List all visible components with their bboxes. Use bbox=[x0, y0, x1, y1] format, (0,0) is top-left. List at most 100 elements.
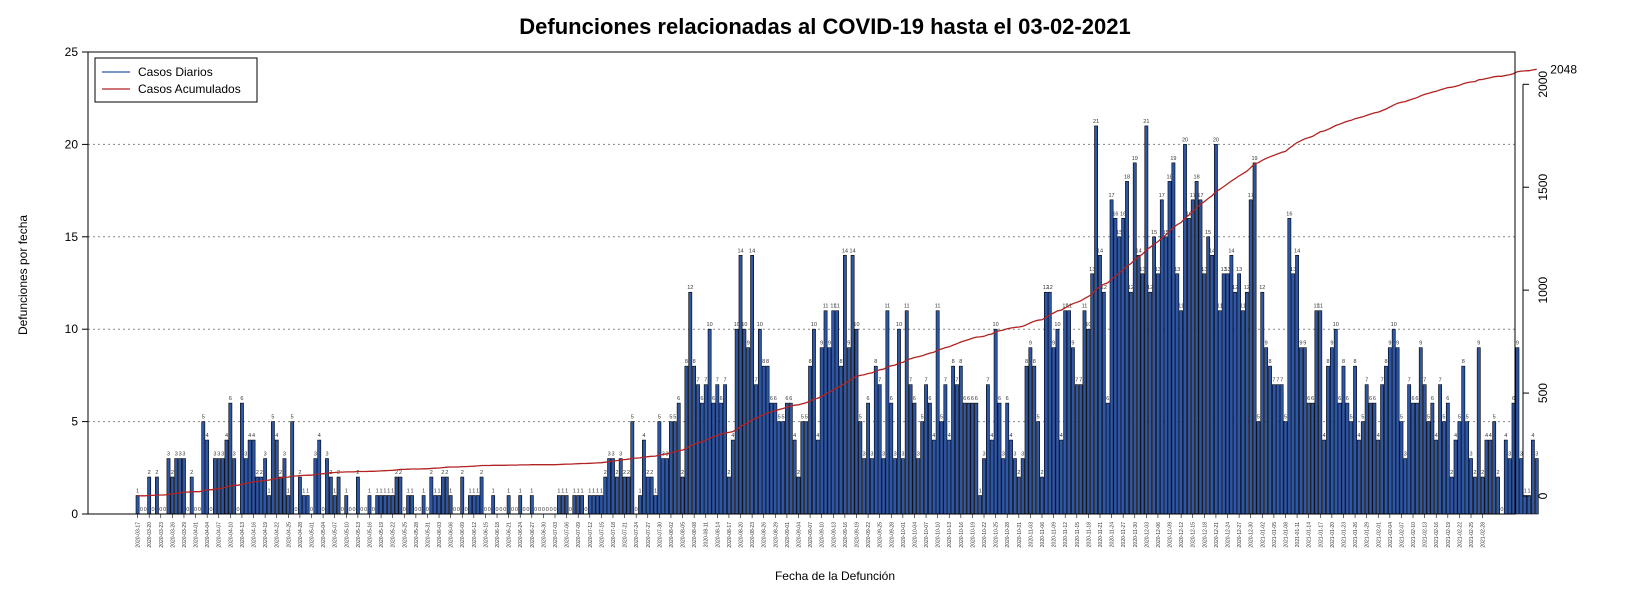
bar bbox=[1387, 347, 1392, 515]
bar-value-label: 13 bbox=[1139, 267, 1145, 273]
bar bbox=[386, 495, 391, 515]
bar bbox=[870, 458, 874, 515]
bar-value-label: 3 bbox=[870, 452, 873, 458]
x-tick-label: 2020-11-24 bbox=[1110, 522, 1116, 547]
bar-value-label: 7 bbox=[909, 378, 912, 384]
x-tick-label: 2021-02-28 bbox=[1481, 522, 1487, 548]
x-tick-label: 2021-01-29 bbox=[1365, 522, 1371, 548]
bar-value-label: 2 bbox=[650, 470, 653, 476]
bar-value-label: 14 bbox=[1097, 248, 1103, 254]
bar bbox=[904, 310, 909, 515]
bar bbox=[1125, 181, 1129, 515]
bar bbox=[1260, 291, 1265, 515]
bar-value-label: 14 bbox=[1228, 248, 1234, 254]
bar-value-label: 0 bbox=[159, 507, 162, 513]
bar-value-label: 2 bbox=[445, 470, 448, 476]
bar-value-label: 0 bbox=[140, 507, 143, 513]
bar-value-label: 11 bbox=[1240, 304, 1246, 310]
bar-value-label: 0 bbox=[341, 507, 344, 513]
bar bbox=[1090, 273, 1095, 515]
x-tick-label: 2020-04-25 bbox=[286, 522, 292, 548]
bar-value-label: 13 bbox=[1236, 267, 1242, 273]
bar-value-label: 3 bbox=[982, 452, 985, 458]
bar-value-label: 3 bbox=[1520, 452, 1523, 458]
bar-value-label: 7 bbox=[1439, 378, 1442, 384]
x-tick-label: 2020-05-10 bbox=[344, 522, 350, 548]
bar bbox=[1059, 439, 1064, 515]
bar-value-label: 2 bbox=[623, 470, 626, 476]
bar-value-label: 14 bbox=[850, 248, 856, 254]
bar-value-label: 14 bbox=[842, 248, 848, 254]
bar bbox=[390, 495, 395, 515]
bar bbox=[1233, 291, 1238, 515]
bar bbox=[939, 421, 944, 515]
x-tick-label: 2020-08-05 bbox=[681, 522, 687, 548]
bar bbox=[356, 476, 360, 515]
bar bbox=[669, 421, 673, 515]
x-tick-label: 2020-11-15 bbox=[1075, 522, 1081, 547]
bar bbox=[1244, 291, 1249, 515]
bar-value-label: 1 bbox=[136, 489, 139, 495]
bar-value-label: 11 bbox=[1317, 304, 1323, 310]
bar-value-label: 17 bbox=[1190, 193, 1196, 199]
bar bbox=[441, 476, 445, 515]
bar-value-label: 15 bbox=[1116, 230, 1122, 236]
bar bbox=[858, 421, 863, 515]
bar-value-label: 13 bbox=[1201, 267, 1207, 273]
bar-value-label: 0 bbox=[426, 507, 429, 513]
bar-value-label: 5 bbox=[1361, 415, 1364, 421]
bar bbox=[854, 328, 859, 515]
bar-value-label: 15 bbox=[1151, 230, 1157, 236]
bar-value-label: 3 bbox=[314, 452, 317, 458]
bar-value-label: 1 bbox=[306, 489, 309, 495]
bar bbox=[819, 347, 824, 515]
bar-value-label: 4 bbox=[1485, 433, 1488, 439]
bar bbox=[556, 495, 561, 515]
x-tick-label: 2020-12-18 bbox=[1202, 522, 1208, 548]
bar bbox=[1055, 328, 1060, 515]
bar-value-label: 0 bbox=[499, 507, 502, 513]
bar bbox=[804, 421, 809, 515]
bar-value-label: 6 bbox=[229, 396, 232, 402]
bar bbox=[375, 495, 380, 515]
bar-value-label: 1 bbox=[1524, 489, 1527, 495]
bar bbox=[839, 365, 843, 515]
bar bbox=[135, 495, 140, 515]
bar-value-label: 2 bbox=[1481, 470, 1484, 476]
bar-value-label: 0 bbox=[418, 507, 421, 513]
bar bbox=[529, 495, 534, 515]
bar bbox=[213, 458, 217, 515]
bar-value-label: 6 bbox=[712, 396, 715, 402]
bar-value-label: 4 bbox=[932, 433, 935, 439]
bar bbox=[1109, 199, 1114, 515]
bar bbox=[1279, 384, 1284, 515]
bar bbox=[989, 439, 994, 515]
bar bbox=[178, 458, 182, 515]
bar bbox=[1272, 384, 1276, 515]
bar-value-label: 11 bbox=[1217, 304, 1223, 310]
bar-value-label: 0 bbox=[310, 507, 313, 513]
bar bbox=[1183, 144, 1187, 515]
bar-value-label: 7 bbox=[1280, 378, 1283, 384]
bar-value-label: 0 bbox=[511, 507, 514, 513]
bar-value-label: 1 bbox=[573, 489, 576, 495]
bar-value-label: 9 bbox=[1303, 341, 1306, 347]
x-tick-label: 2020-07-12 bbox=[588, 522, 594, 548]
bar-value-label: 1 bbox=[600, 489, 603, 495]
bar bbox=[1329, 347, 1334, 515]
bar bbox=[1156, 273, 1160, 515]
x-tick-label: 2020-10-22 bbox=[982, 522, 988, 548]
left-tick-label: 15 bbox=[65, 230, 79, 244]
bar bbox=[808, 365, 812, 515]
bar bbox=[703, 384, 708, 515]
bar bbox=[587, 495, 592, 515]
x-tick-label: 2020-10-28 bbox=[1005, 522, 1011, 548]
bar bbox=[1530, 439, 1535, 515]
right-tick-label: 500 bbox=[1536, 383, 1550, 403]
bar-value-label: 0 bbox=[163, 507, 166, 513]
bar-value-label: 4 bbox=[948, 433, 951, 439]
bar bbox=[1268, 365, 1272, 515]
bar bbox=[560, 495, 565, 515]
x-tick-label: 2020-07-21 bbox=[623, 522, 629, 548]
bar bbox=[931, 439, 936, 515]
